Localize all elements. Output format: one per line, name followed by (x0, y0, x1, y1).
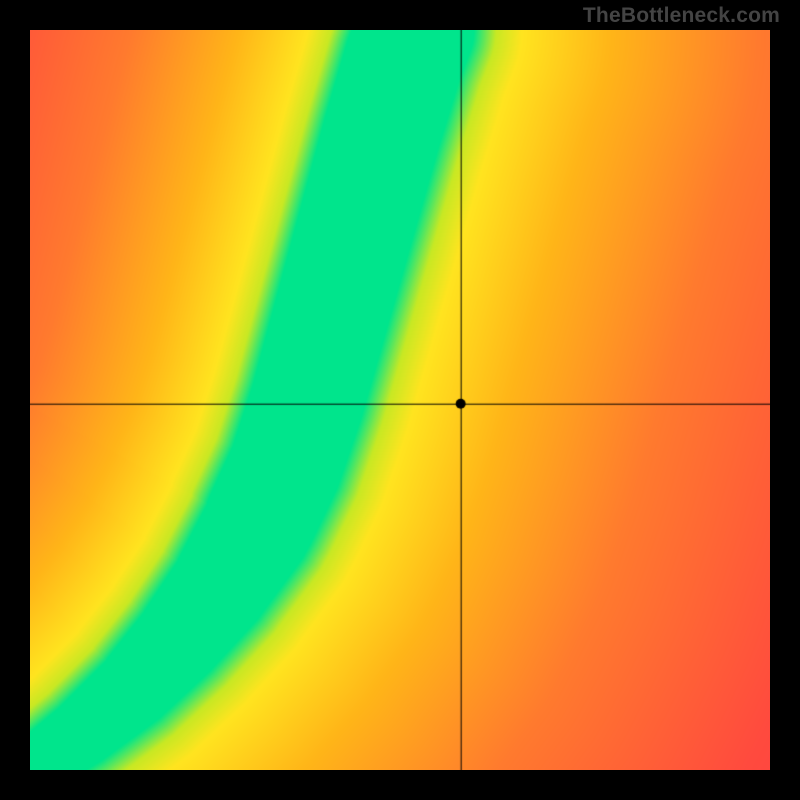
chart-container: TheBottleneck.com (0, 0, 800, 800)
watermark-text: TheBottleneck.com (583, 4, 780, 28)
heatmap-canvas (30, 30, 770, 770)
